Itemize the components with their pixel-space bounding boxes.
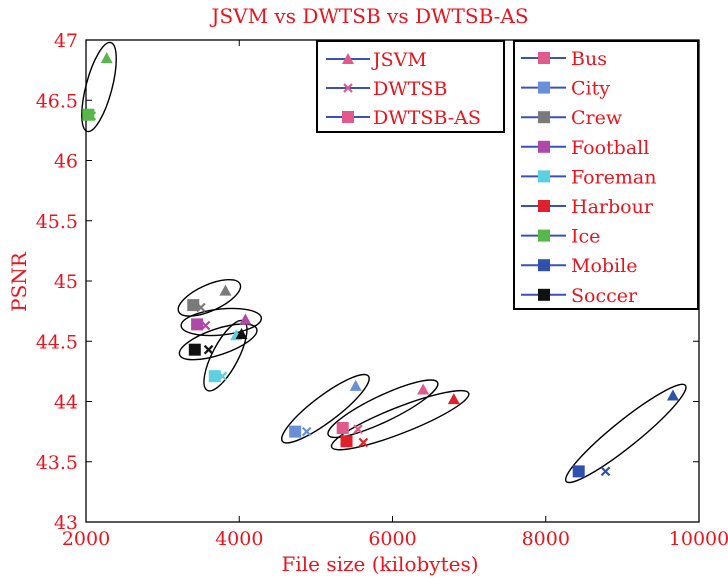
data-points [82, 52, 679, 478]
y-axis-label: PSNR [7, 251, 31, 312]
methods-legend: JSVM DWTSB DWTSB-AS [316, 40, 505, 133]
sequences-legend-label: Ice [571, 226, 600, 248]
sequence-ellipses [81, 41, 687, 484]
sequences-legend-label: Crew [571, 107, 623, 129]
methods-legend-marker [343, 83, 353, 93]
point-ice-dwtsb-as [82, 108, 95, 121]
chart-title: JSVM vs DWTSB vs DWTSB-AS [209, 4, 528, 28]
sequences-legend-label: Mobile [571, 255, 637, 277]
point-soccer-jsvm [235, 328, 248, 340]
sequences-legend-marker [538, 259, 550, 272]
sequences-legend: Bus City Crew Football Foreman Harbour Ice Mobi… [513, 40, 699, 310]
sequences-legend-marker [538, 81, 550, 94]
sequences-legend-label: City [571, 78, 610, 100]
y-tick-label: 43 [54, 512, 78, 534]
y-tick-label: 44 [54, 392, 78, 414]
ellipse-bus [327, 379, 439, 439]
point-mobile-jsvm [666, 389, 679, 401]
point-ice-jsvm [100, 52, 113, 64]
ellipse-mobile [564, 383, 687, 484]
y-tick-label: 46.5 [36, 90, 78, 112]
sequences-legend-label: Bus [571, 48, 607, 70]
sequences-legend-marker [538, 288, 550, 301]
point-soccer-dwtsb [203, 344, 214, 355]
y-tick-label: 43.5 [36, 452, 78, 474]
point-city-dwtsb [301, 426, 312, 437]
ellipse-crew [177, 278, 242, 317]
x-tick-label: 10000 [669, 528, 728, 550]
x-tick-label: 6000 [368, 528, 416, 550]
point-crew-dwtsb-as [187, 299, 200, 312]
sequences-legend-marker [538, 140, 550, 153]
methods-legend-label: DWTSB-AS [373, 107, 481, 129]
x-tick-label: 4000 [215, 528, 263, 550]
sequences-legend-marker [538, 52, 550, 64]
sequences-legend-marker [538, 111, 550, 124]
point-soccer-dwtsb-as [188, 343, 201, 356]
point-bus-dwtsb-as [336, 422, 349, 435]
sequences-legend-label: Foreman [571, 166, 657, 188]
methods-legend-marker [342, 111, 354, 123]
point-bus-dwtsb [353, 424, 363, 434]
point-city-dwtsb-as [289, 425, 302, 438]
point-harbour-dwtsb [358, 437, 369, 448]
point-mobile-dwtsb [600, 466, 611, 477]
sequences-legend-label: Football [571, 137, 649, 159]
sequences-legend-label: Harbour [571, 196, 654, 218]
y-tick-label: 45.5 [36, 211, 78, 233]
x-axis-label: File size (kilobytes) [281, 552, 478, 576]
x-tick-label: 2000 [62, 528, 110, 550]
axis-ticks: 2000 4000 6000 8000 10000 43 43.5 44 44.5 45 45.5 4… [36, 30, 728, 550]
methods-legend-label: DWTSB [373, 78, 447, 100]
ellipse-soccer [178, 323, 258, 361]
y-tick-label: 45 [54, 271, 78, 293]
ellipse-city [281, 373, 370, 444]
y-tick-label: 46 [54, 151, 78, 173]
point-mobile-dwtsb-as [572, 465, 585, 478]
sequences-legend-marker [538, 170, 550, 183]
x-tick-label: 8000 [522, 528, 570, 550]
ellipse-ice [81, 41, 117, 133]
point-crew-jsvm [219, 284, 232, 296]
point-foreman-dwtsb-as [208, 370, 221, 383]
y-tick-label: 47 [54, 30, 78, 52]
point-football-jsvm [239, 313, 252, 325]
sequences-legend-marker [538, 200, 550, 212]
sequences-legend-marker [538, 229, 550, 242]
methods-legend-marker [342, 53, 354, 64]
point-bus-jsvm [417, 383, 430, 395]
sequences-legend-label: Soccer [571, 285, 638, 307]
y-tick-label: 44.5 [36, 331, 78, 353]
point-harbour-dwtsb-as [340, 435, 353, 448]
point-city-jsvm [349, 379, 362, 391]
point-football-dwtsb-as [191, 318, 204, 331]
methods-legend-label: JSVM [371, 49, 427, 71]
ellipse-harbour [330, 389, 470, 451]
point-harbour-jsvm [447, 393, 460, 405]
